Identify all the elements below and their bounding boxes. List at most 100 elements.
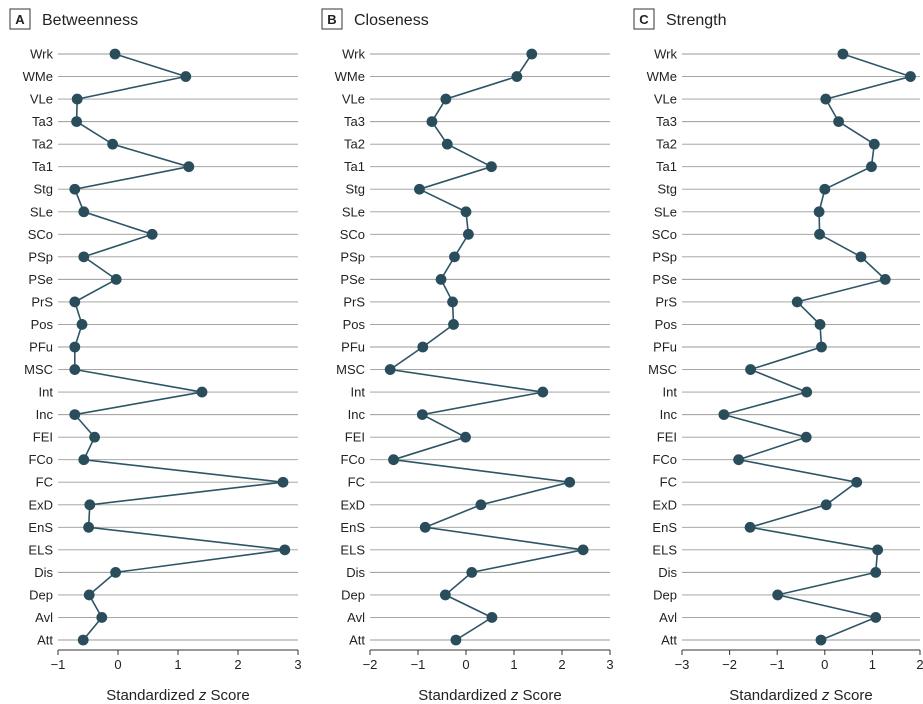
data-point-psp [449, 251, 460, 263]
data-point-dep [439, 589, 451, 601]
data-point-int [537, 386, 549, 398]
data-point-dep [772, 589, 784, 601]
category-label-wme: WMe [23, 69, 53, 84]
data-point-att [815, 634, 827, 646]
category-label-fco: FCo [652, 452, 677, 467]
category-label-dis: Dis [34, 565, 53, 580]
data-point-dis [870, 566, 882, 578]
category-label-sle: SLe [654, 204, 677, 219]
panel-letter-box [321, 8, 343, 30]
category-label-psp: PSp [340, 249, 365, 264]
data-point-pse [435, 273, 447, 285]
panel-a: A Betweenness Wrk WMe VLe Ta3 Ta2 Ta1 Stg SLe SCo P… [9, 8, 302, 704]
category-label-vle: VLe [342, 92, 365, 107]
data-point-dis [466, 566, 478, 578]
panel-b: B Closeness Wrk WMe VLe Ta3 Ta2 Ta1 Stg SLe SCo PSp… [321, 8, 614, 704]
data-point-wrk [109, 48, 121, 60]
category-label-ta1: Ta1 [344, 159, 365, 174]
category-label-fco: FCo [28, 452, 53, 467]
x-axis-label: Standardized z Score [106, 687, 249, 704]
category-label-msc: MSC [24, 362, 53, 377]
panel-letter-box [9, 8, 31, 30]
data-point-wrk [526, 48, 538, 60]
data-point-ta2 [441, 138, 453, 150]
data-point-fco [78, 454, 90, 466]
data-point-msc [384, 364, 396, 375]
category-label-att: Att [37, 633, 53, 648]
category-label-ens: EnS [652, 520, 677, 535]
data-point-avl [486, 612, 498, 623]
category-label-wme: WMe [335, 69, 365, 84]
x-tick-label: 0 [821, 657, 828, 672]
data-point-els [577, 544, 589, 556]
data-point-sco [463, 228, 474, 240]
category-label-dep: Dep [653, 587, 677, 602]
data-point-fco [388, 454, 399, 466]
category-label-wrk: Wrk [342, 47, 365, 62]
data-point-inc [416, 409, 428, 421]
category-label-stg: Stg [657, 182, 677, 197]
data-point-int [196, 386, 208, 398]
data-point-ta3 [71, 116, 82, 128]
category-label-exd: ExD [28, 497, 53, 512]
category-label-avl: Avl [35, 610, 53, 625]
data-point-fc [564, 476, 576, 488]
data-point-inc [718, 409, 730, 421]
data-point-ta1 [486, 161, 497, 173]
x-tick-label: −3 [675, 657, 690, 672]
category-label-ta1: Ta1 [32, 159, 53, 174]
x-tick-label: 0 [462, 657, 469, 672]
data-point-ens [744, 521, 756, 533]
category-label-msc: MSC [336, 362, 365, 377]
category-label-sle: SLe [30, 204, 53, 219]
category-label-avl: Avl [659, 610, 677, 625]
data-point-sco [146, 228, 158, 240]
x-axis-label: Standardized z Score [418, 687, 561, 704]
category-label-prs: PrS [655, 294, 677, 309]
data-point-int [801, 386, 813, 398]
panel-c: C Strength Wrk WMe VLe Ta3 Ta2 Ta1 Stg SLe SCo PSp P… [633, 8, 923, 704]
data-point-ta3 [833, 116, 845, 128]
category-label-prs: PrS [31, 294, 53, 309]
data-point-pfu [69, 341, 81, 353]
panel-letter: A [15, 12, 25, 27]
x-tick-label: 1 [869, 657, 876, 672]
x-tick-label: −2 [363, 657, 378, 672]
category-label-inc: Inc [348, 407, 366, 422]
category-label-sco: SCo [28, 227, 53, 242]
data-point-exd [475, 499, 487, 511]
data-point-att [450, 634, 462, 646]
data-point-exd [820, 499, 832, 511]
category-label-pse: PSe [652, 272, 677, 287]
panel-title: Closeness [354, 12, 429, 29]
data-point-msc [745, 364, 756, 375]
category-label-ta3: Ta3 [656, 114, 677, 129]
x-tick-label: −2 [722, 657, 737, 672]
data-point-els [872, 544, 884, 556]
category-label-ens: EnS [340, 520, 365, 535]
data-point-stg [414, 183, 425, 195]
category-label-fei: FEI [657, 430, 677, 445]
panel-letter: B [327, 12, 336, 27]
data-point-exd [84, 499, 96, 511]
data-point-psp [855, 251, 867, 263]
category-label-fei: FEI [33, 430, 53, 445]
category-label-att: Att [661, 633, 677, 648]
category-label-prs: PrS [343, 294, 365, 309]
category-label-stg: Stg [345, 182, 365, 197]
category-label-dep: Dep [29, 587, 53, 602]
category-label-int: Int [351, 385, 366, 400]
data-point-wme [905, 71, 916, 82]
data-point-msc [69, 364, 81, 375]
category-label-int: Int [39, 385, 54, 400]
data-point-avl [96, 612, 108, 623]
category-label-ens: EnS [28, 520, 53, 535]
data-point-fei [800, 431, 812, 443]
data-point-avl [870, 612, 882, 623]
category-label-dep: Dep [341, 587, 365, 602]
panel-letter-box [633, 8, 655, 30]
data-point-ta2 [868, 138, 880, 150]
data-point-ta2 [107, 138, 118, 150]
data-point-wme [180, 71, 192, 82]
category-label-wme: WMe [647, 69, 677, 84]
